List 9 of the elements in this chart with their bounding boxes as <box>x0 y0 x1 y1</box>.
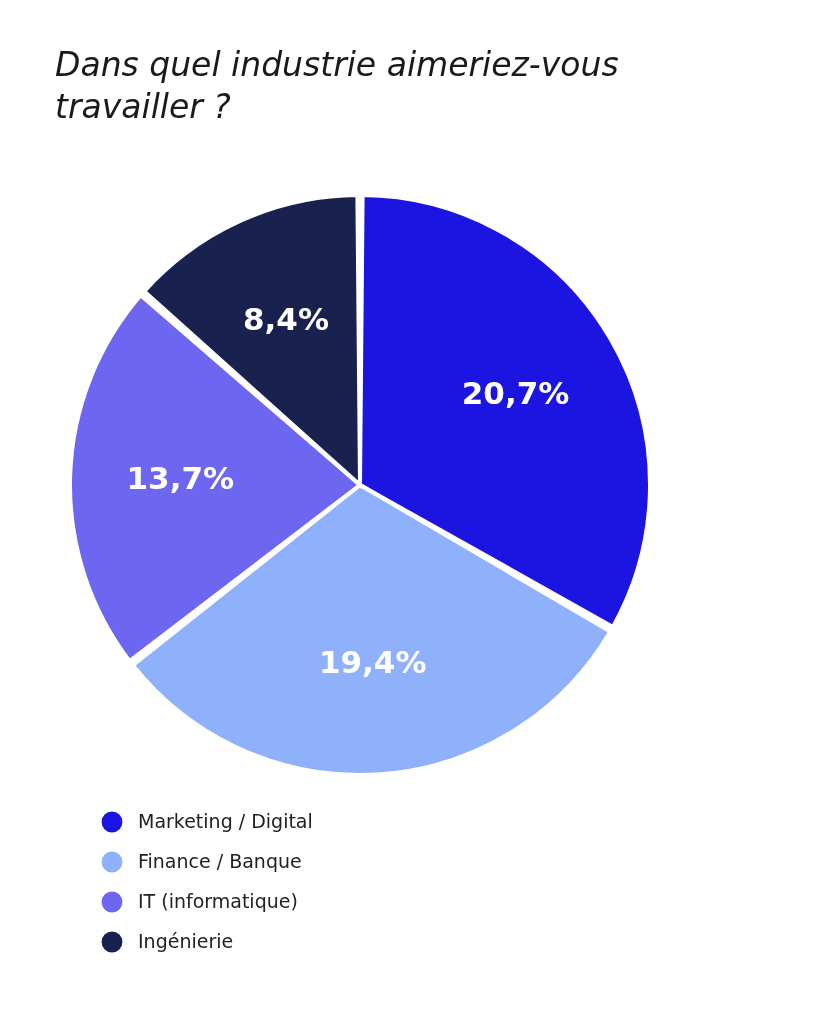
legend-label: Ingénierie <box>138 930 234 952</box>
data-label: 8,4% <box>242 301 329 338</box>
data-label: 19,4% <box>318 644 427 681</box>
legend-label: IT (informatique) <box>138 890 298 912</box>
legend-label: Finance / Banque <box>138 850 302 872</box>
data-label: 20,7% <box>461 374 570 411</box>
legend-label: Marketing / Digital <box>138 810 313 832</box>
chart-title: Dans quel industrie aimeriez-vous travailler ? <box>55 45 619 126</box>
data-label: 13,7% <box>126 459 235 496</box>
